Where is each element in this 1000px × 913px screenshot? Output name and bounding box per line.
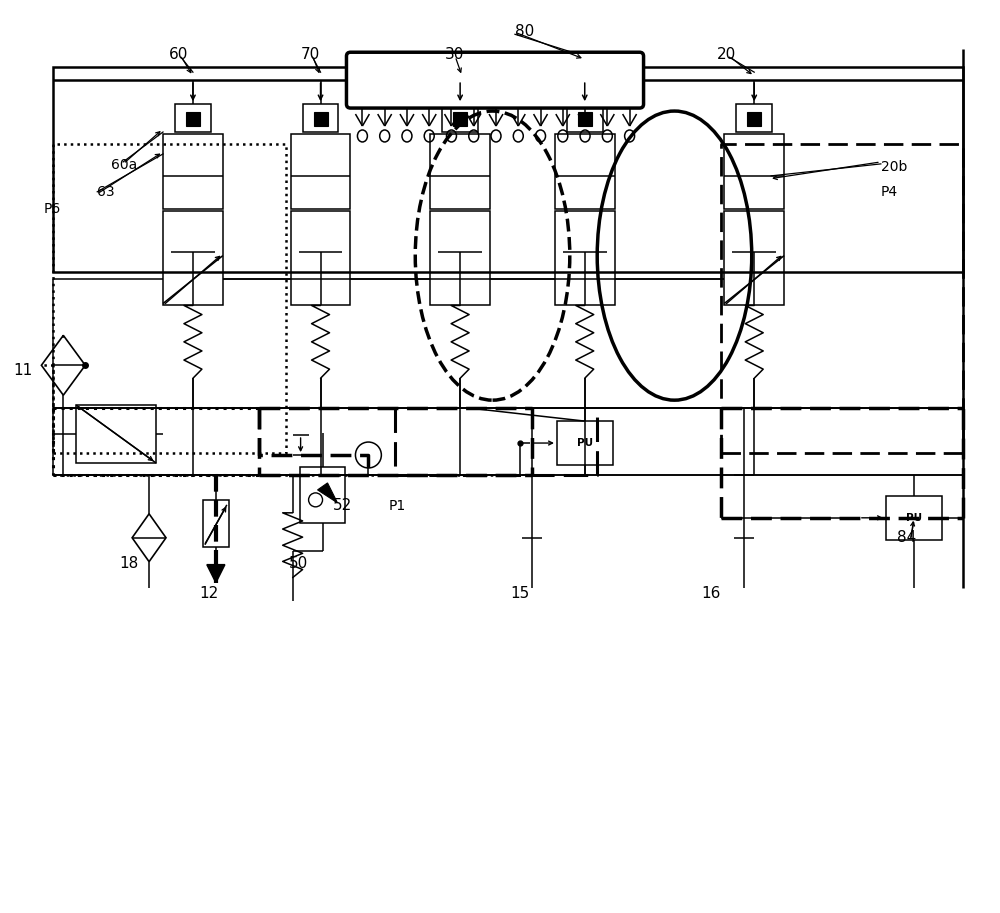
Text: PU: PU: [906, 513, 922, 523]
Text: 50: 50: [289, 556, 308, 571]
Bar: [175, 104, 211, 132]
Bar: [724, 211, 784, 306]
Text: 12: 12: [199, 585, 218, 601]
Text: 60: 60: [169, 47, 188, 62]
Bar: [203, 500, 229, 547]
Polygon shape: [318, 483, 337, 503]
Bar: [578, 112, 592, 126]
Bar: [300, 467, 345, 523]
Text: 60a: 60a: [111, 158, 137, 172]
Bar: [442, 104, 478, 132]
Bar: [186, 112, 200, 126]
Text: 16: 16: [701, 585, 721, 601]
Bar: [724, 134, 784, 209]
Bar: [291, 134, 350, 209]
Text: 63: 63: [97, 184, 115, 199]
Bar: [430, 211, 490, 306]
Text: 20b: 20b: [881, 160, 907, 173]
Text: 11: 11: [13, 363, 33, 378]
Text: 84: 84: [897, 530, 916, 545]
Bar: [163, 211, 223, 306]
Bar: [430, 134, 490, 209]
Text: PU: PU: [577, 438, 593, 448]
Text: 80: 80: [515, 25, 534, 39]
Text: 15: 15: [510, 585, 529, 601]
Text: 70: 70: [301, 47, 320, 62]
Text: P6: P6: [43, 202, 61, 215]
Bar: [747, 112, 761, 126]
Bar: [163, 134, 223, 209]
Bar: [314, 112, 328, 126]
Text: P1: P1: [388, 498, 406, 513]
Bar: [303, 104, 338, 132]
Bar: [53, 68, 963, 271]
Bar: [76, 405, 156, 463]
Text: P4: P4: [881, 184, 898, 199]
Bar: [555, 134, 615, 209]
Bar: [557, 421, 613, 465]
Bar: [567, 104, 603, 132]
Text: 30: 30: [445, 47, 465, 62]
Text: 18: 18: [119, 556, 138, 571]
Bar: [886, 496, 942, 540]
Bar: [736, 104, 772, 132]
FancyBboxPatch shape: [346, 52, 644, 108]
Bar: [291, 211, 350, 306]
Polygon shape: [207, 564, 225, 582]
Text: 20: 20: [717, 47, 737, 62]
Bar: [453, 112, 467, 126]
Bar: [555, 211, 615, 306]
Text: 52: 52: [333, 498, 352, 513]
